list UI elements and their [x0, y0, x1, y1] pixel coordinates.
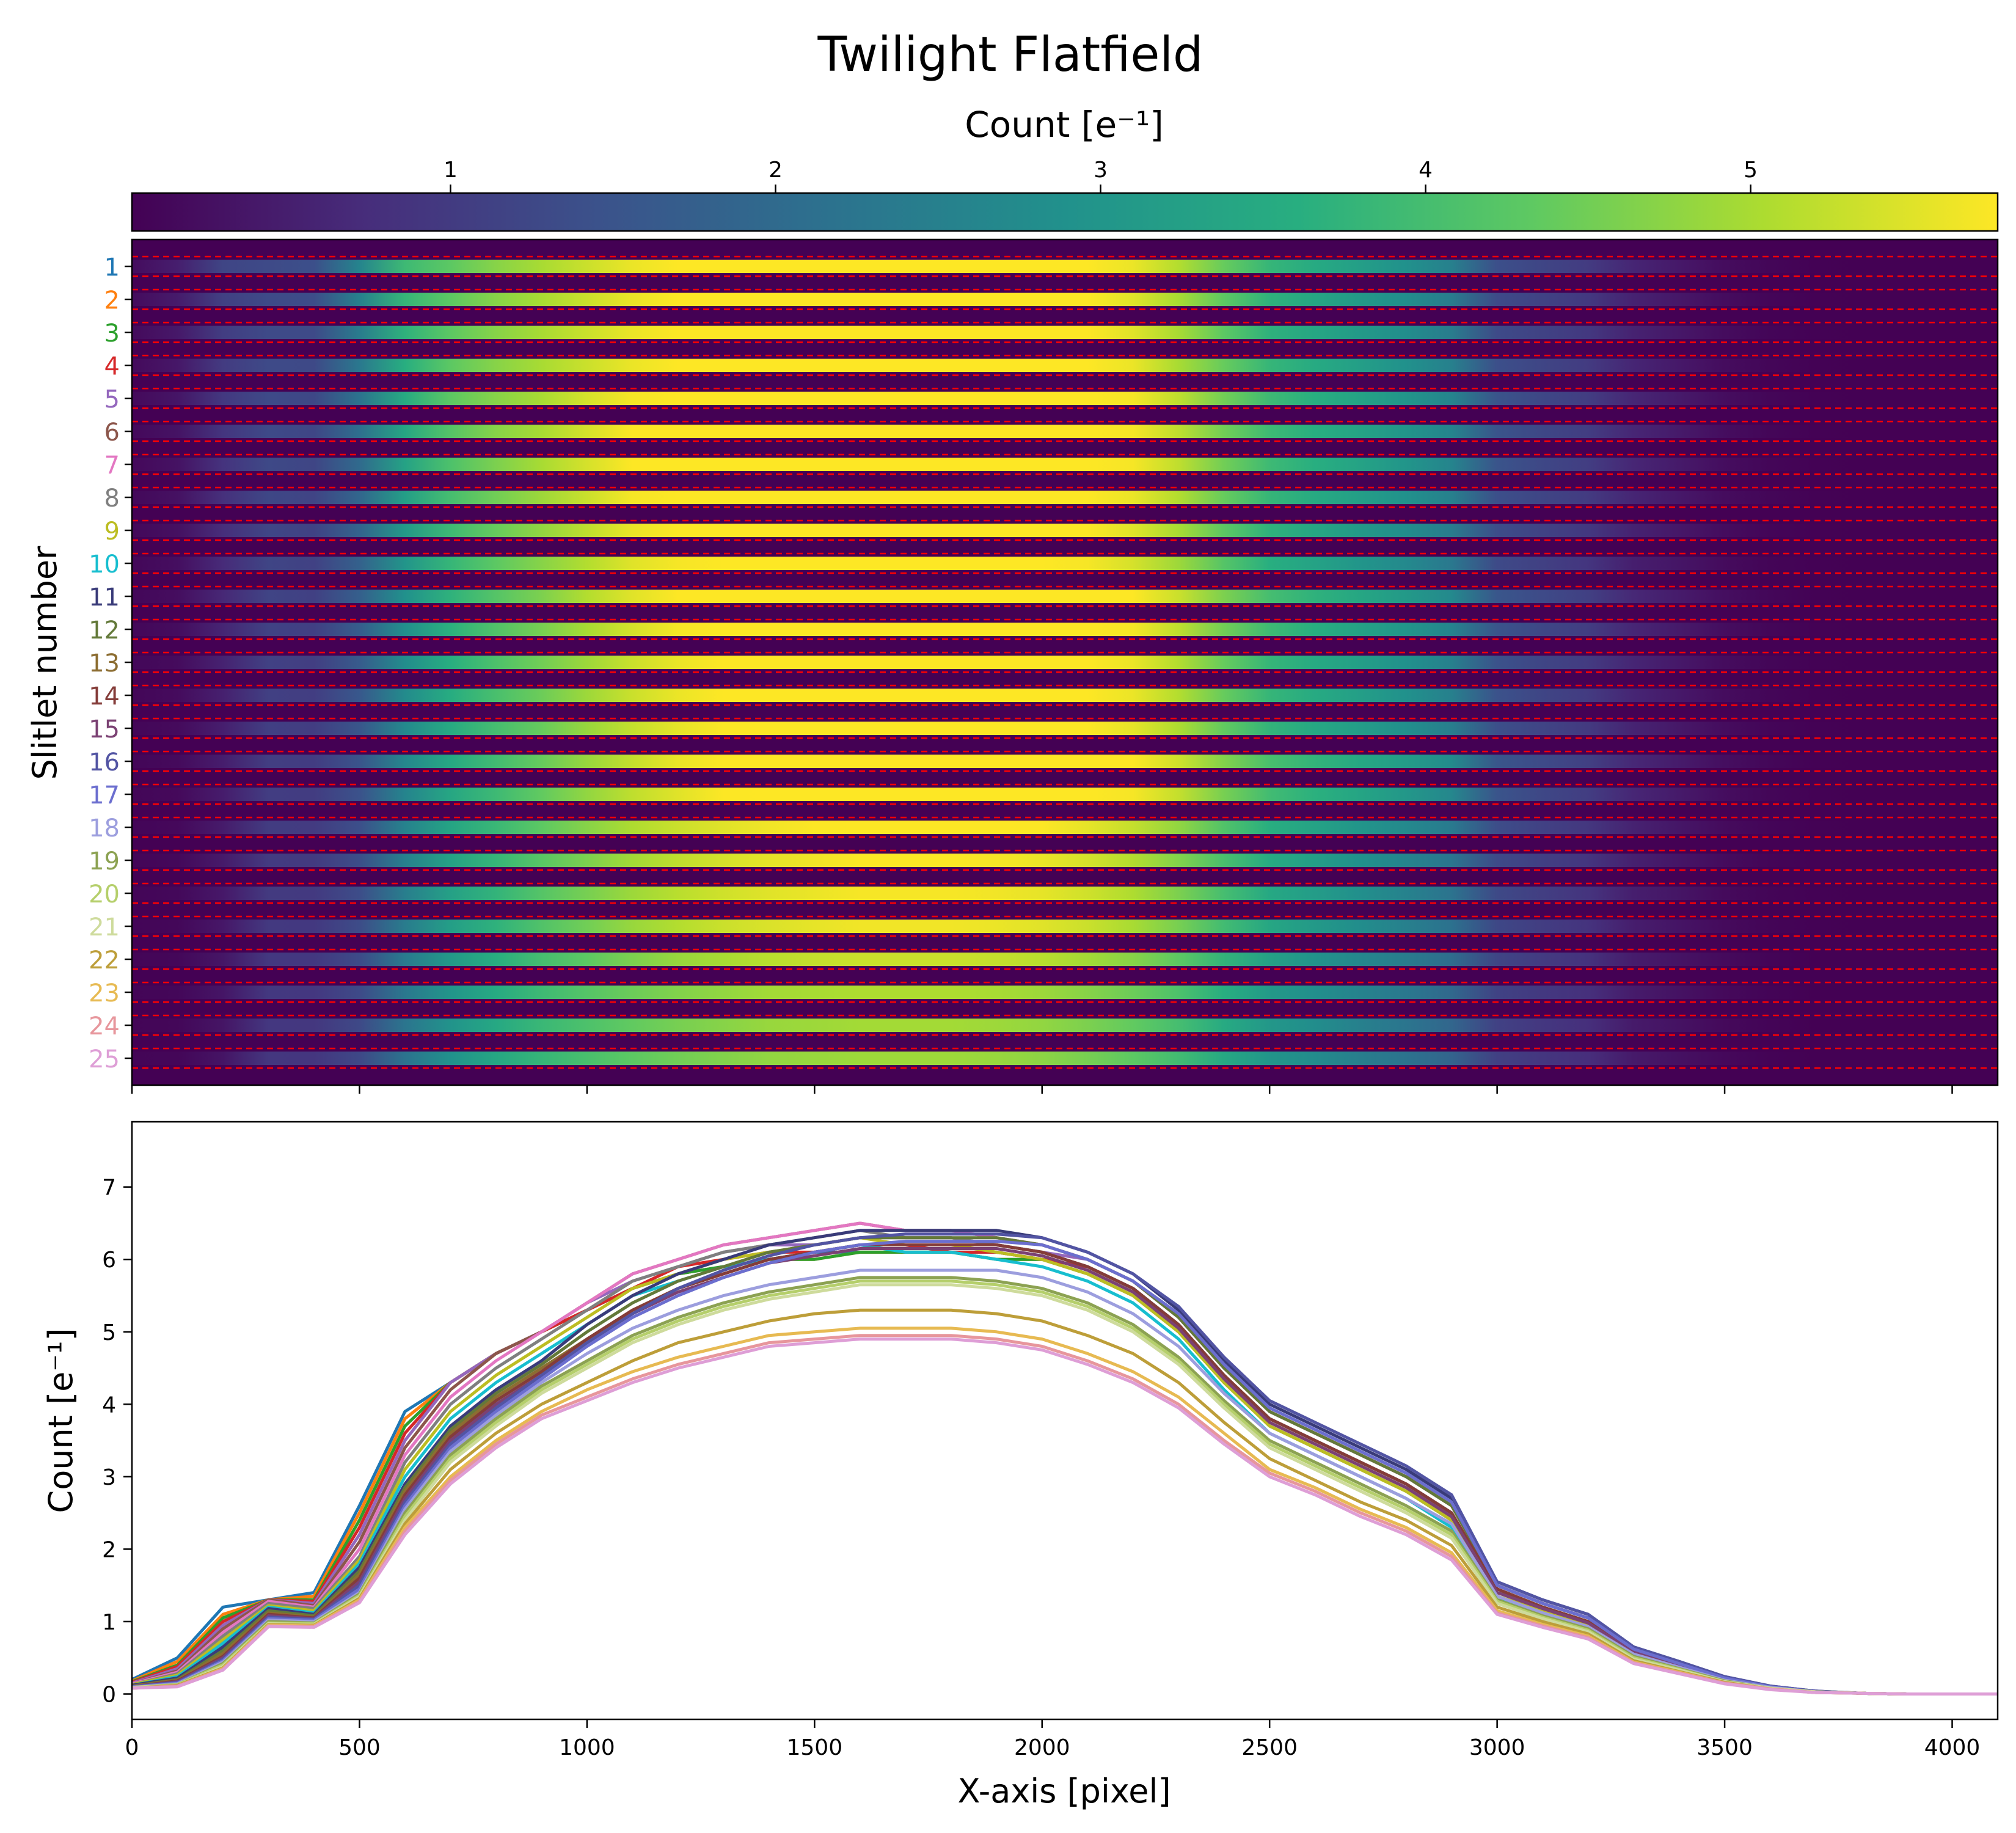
line-xtick-label: 1000: [559, 1735, 615, 1760]
colorbar-tick-label: 3: [1094, 158, 1108, 183]
colorbar: Count [e⁻¹] 1 2 3 4 5: [131, 104, 1999, 232]
heatmap-ytick-label: 15: [89, 715, 120, 744]
line-frame: [131, 1121, 1999, 1721]
heatmap-ytick-label: 14: [89, 682, 120, 711]
slitlet-band: [132, 491, 1998, 504]
heatmap-ytick-label: 13: [89, 649, 120, 678]
slitlet-band: [132, 326, 1998, 339]
slitlet-band: [132, 557, 1998, 570]
series-line: [132, 1240, 1998, 1696]
slitlet-band: [132, 821, 1998, 834]
line-xtick-label: 2500: [1241, 1735, 1298, 1760]
heatmap-ytick-label: 7: [104, 452, 120, 480]
colorbar-tick-label: 2: [769, 158, 783, 183]
line-ytick-label: 6: [102, 1248, 116, 1273]
heatmap-ytick-label: 5: [104, 386, 120, 414]
slitlet-band: [132, 1052, 1998, 1065]
line-xtick-label: 500: [338, 1735, 381, 1760]
figure-title: Twilight Flatfield: [817, 27, 1203, 82]
slitlet-band: [132, 293, 1998, 306]
slitlet-band: [132, 524, 1998, 537]
heatmap-ytick-label: 22: [89, 946, 120, 975]
line-xtick-label: 1500: [787, 1735, 843, 1760]
heatmap-ytick-label: 10: [89, 551, 120, 579]
slitlet-band: [132, 656, 1998, 669]
heatmap-ytick-label: 23: [89, 979, 120, 1008]
heatmap-ytick-label: 18: [89, 814, 120, 843]
heatmap-ytick-label: 6: [104, 419, 120, 447]
heatmap-ytick-label: 1: [104, 254, 120, 282]
colorbar-tick-label: 1: [444, 158, 458, 183]
heatmap-panel: 1234567891011121314151617181920212223242…: [26, 238, 1999, 1094]
slitlet-band: [132, 458, 1998, 471]
heatmap-ytick-label: 4: [104, 353, 120, 381]
heatmap-ytick-label: 25: [89, 1045, 120, 1074]
heatmap-ytick-label: 21: [89, 913, 120, 942]
line-xtick-label: 3500: [1696, 1735, 1753, 1760]
slitlet-band: [132, 392, 1998, 405]
slitlet-band: [132, 887, 1998, 900]
slitlet-band: [132, 590, 1998, 603]
slitlet-band: [132, 920, 1998, 933]
line-ytick-label: 0: [102, 1683, 116, 1708]
heatmap-ytick-label: 9: [104, 518, 120, 546]
heatmap-ytick-label: 24: [89, 1012, 120, 1041]
line-xtick-label: 4000: [1924, 1735, 1981, 1760]
colorbar-gradient: [131, 192, 1999, 232]
series-line: [132, 1243, 1998, 1696]
heatmap-ytick-label: 12: [89, 616, 120, 645]
line-panel: 0 500 1000 1500 2000 2500 3000 3500 4000 0 1 2 3 4 5 6…: [42, 1121, 1999, 1810]
slitlet-band: [132, 1019, 1998, 1032]
colorbar-ticks: 1 2 3 4 5: [444, 158, 1758, 193]
colorbar-tick-label: 4: [1419, 158, 1433, 183]
slitlet-band: [132, 689, 1998, 702]
slitlet-band: [132, 953, 1998, 966]
heatmap-ytick-label: 20: [89, 880, 120, 909]
heatmap-ytick-label: 2: [104, 287, 120, 315]
line-ytick-label: 1: [102, 1610, 116, 1635]
line-ytick-label: 4: [102, 1392, 116, 1418]
series-line: [132, 1247, 1998, 1696]
series-line: [132, 1337, 1998, 1696]
heatmap-ytick-label: 8: [104, 485, 120, 513]
line-ytick-label: 5: [102, 1320, 116, 1345]
slitlet-band: [132, 854, 1998, 867]
heatmap-ytick-label: 16: [89, 748, 120, 777]
slitlet-band: [132, 425, 1998, 438]
heatmap-ytick-label: 17: [89, 781, 120, 810]
slitlet-band: [132, 359, 1998, 372]
slitlet-band: [132, 986, 1998, 999]
heatmap-ytick-label: 19: [89, 847, 120, 876]
line-ytick-label: 2: [102, 1537, 116, 1562]
line-xtick-label: 3000: [1469, 1735, 1525, 1760]
colorbar-tick-label: 5: [1744, 158, 1758, 183]
line-ylabel: Count [e⁻¹]: [42, 1328, 80, 1513]
slitlet-band: [132, 722, 1998, 735]
slitlet-band: [132, 788, 1998, 801]
heatmap-ytick-label: 3: [104, 320, 120, 348]
slitlet-band: [132, 260, 1998, 273]
heatmap-ylabel: Slitlet number: [26, 546, 64, 780]
slitlet-band: [132, 623, 1998, 636]
line-ytick-label: 3: [102, 1465, 116, 1490]
line-xtick-label: 0: [125, 1735, 139, 1760]
colorbar-label: Count [e⁻¹]: [965, 104, 1164, 145]
series-line: [132, 1232, 1998, 1696]
line-xtick-label: 2000: [1014, 1735, 1070, 1760]
slitlet-band: [132, 755, 1998, 768]
line-xlabel: X-axis [pixel]: [957, 1772, 1171, 1810]
heatmap-ytick-label: 11: [89, 584, 120, 612]
line-ytick-label: 7: [102, 1176, 116, 1201]
